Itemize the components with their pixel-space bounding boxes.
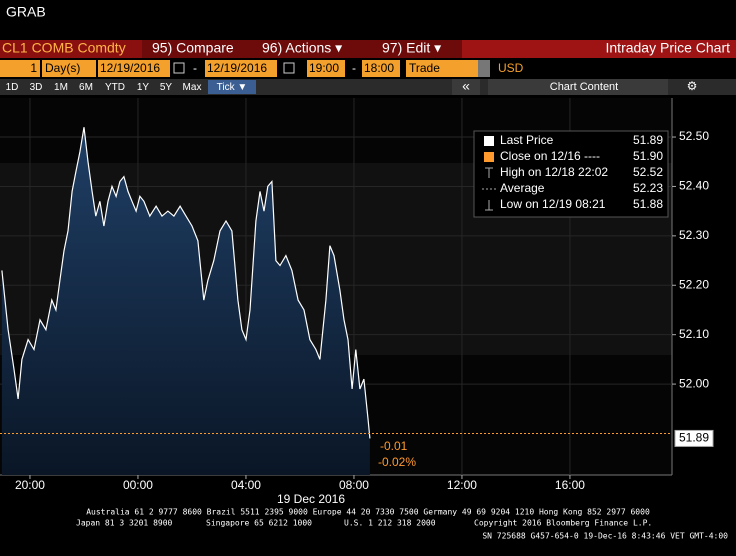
settings[interactable]: ⚙ (687, 79, 698, 93)
range-label[interactable]: 1Y (137, 82, 150, 93)
end-time[interactable]: 18:00 (364, 61, 394, 75)
legend-value: 51.89 (633, 133, 663, 147)
range-button[interactable] (100, 80, 130, 94)
field[interactable] (98, 60, 170, 77)
range-label[interactable]: 5Y (160, 82, 173, 93)
period[interactable]: 1 (30, 61, 37, 75)
range-button[interactable] (50, 80, 72, 94)
legend-swatch (484, 152, 494, 162)
nav-button[interactable] (452, 79, 480, 95)
title-box (462, 40, 736, 58)
footer-text: Australia 61 2 9777 8600 Brazil 5511 239… (86, 508, 650, 517)
range-label[interactable]: Tick ▼ (217, 82, 248, 93)
x-axis-label: 19 Dec 2016 (277, 492, 345, 506)
last-price-box (674, 429, 714, 447)
legend-box (473, 130, 669, 218)
chart-content[interactable]: Chart Content (550, 81, 618, 93)
footer-text: U.S. 1 212 318 2000 (344, 519, 436, 528)
y-tick-label: 52.50 (679, 129, 709, 143)
range-button[interactable] (179, 80, 205, 94)
footer-text: Copyright 2016 Bloomberg Finance L.P. (474, 519, 652, 528)
legend-value: 52.23 (633, 181, 663, 195)
y-tick-label: 52.00 (679, 376, 709, 390)
legend: Last Price 51.89 Close on 12/16 ---- 51.90 H… (473, 130, 669, 218)
x-tick-label: 12:00 (447, 478, 477, 492)
ticker-box[interactable] (0, 40, 142, 58)
area-fill (1, 127, 370, 475)
range-label[interactable]: 6M (79, 82, 93, 93)
calendar-icon[interactable] (283, 62, 295, 74)
separator: - (193, 61, 197, 75)
start-date[interactable]: 12/19/2016 (100, 61, 160, 75)
field[interactable] (42, 60, 96, 77)
menu-item[interactable]: 95) Compare (152, 40, 234, 56)
range-button[interactable] (208, 80, 256, 94)
legend-label: Close on 12/16 ---- (500, 149, 600, 163)
ticker[interactable]: CL1 COMB Comdty (2, 40, 126, 56)
separator: - (352, 61, 356, 75)
range-button[interactable] (156, 80, 176, 94)
range-label[interactable]: 1M (54, 82, 68, 93)
y-tick-label: 52.40 (679, 179, 709, 193)
x-tick-label: 00:00 (123, 478, 153, 492)
range-label[interactable]: 3D (30, 82, 43, 93)
range-label[interactable]: 1D (6, 82, 19, 93)
screen-title: Intraday Price Chart (606, 40, 731, 56)
field-type[interactable]: Trade (409, 61, 440, 75)
dropdown[interactable] (478, 60, 490, 77)
footer-text: SN 725688 G457-654-0 19-Dec-16 8:43:46 V… (482, 532, 728, 541)
change-pct: -0.02% (378, 455, 416, 469)
price-line (1, 127, 371, 439)
field[interactable] (205, 60, 277, 77)
unit[interactable]: Day(s) (45, 61, 80, 75)
x-tick-label: 16:00 (555, 478, 585, 492)
x-tick-label: 08:00 (339, 478, 369, 492)
calendar-icon[interactable] (173, 62, 185, 74)
nav[interactable]: « (462, 78, 470, 94)
window-title: GRAB (6, 4, 46, 20)
field[interactable] (406, 60, 490, 77)
legend-label: Low on 12/19 08:21 (500, 197, 606, 211)
y-tick-label: 52.10 (679, 327, 709, 341)
legend-value: 52.52 (633, 165, 663, 179)
y-tick-label: 52.20 (679, 277, 709, 291)
legend-label: Average (500, 181, 545, 195)
chart-content-button[interactable] (488, 79, 668, 95)
range-button[interactable] (25, 80, 47, 94)
legend-value: 51.90 (633, 149, 663, 163)
field[interactable] (0, 60, 40, 77)
legend-swatch (484, 136, 494, 146)
legend-value: 51.88 (633, 197, 663, 211)
range-label[interactable]: Max (183, 82, 202, 93)
footer-text: Japan 81 3 3201 8900 (76, 519, 173, 528)
range-label[interactable]: YTD (105, 82, 125, 93)
field[interactable] (362, 60, 400, 77)
legend-label: Last Price (500, 133, 554, 147)
range-button[interactable] (75, 80, 97, 94)
footer-text: Singapore 65 6212 1000 (206, 519, 312, 528)
x-tick-label: 20:00 (15, 478, 45, 492)
field[interactable] (307, 60, 345, 77)
x-tick-label: 04:00 (231, 478, 261, 492)
range-button[interactable] (133, 80, 153, 94)
start-time[interactable]: 19:00 (309, 61, 339, 75)
menu-item[interactable]: 97) Edit ▾ (382, 40, 441, 56)
end-date[interactable]: 12/19/2016 (207, 61, 267, 75)
last-price-label: 51.89 (679, 431, 709, 445)
y-tick-label: 52.30 (679, 228, 709, 242)
legend-label: High on 12/18 22:02 (500, 165, 608, 179)
currency: USD (498, 61, 524, 75)
range-button[interactable] (2, 80, 22, 94)
menu-item[interactable]: 96) Actions ▾ (262, 40, 342, 56)
change: -0.01 (380, 439, 408, 453)
